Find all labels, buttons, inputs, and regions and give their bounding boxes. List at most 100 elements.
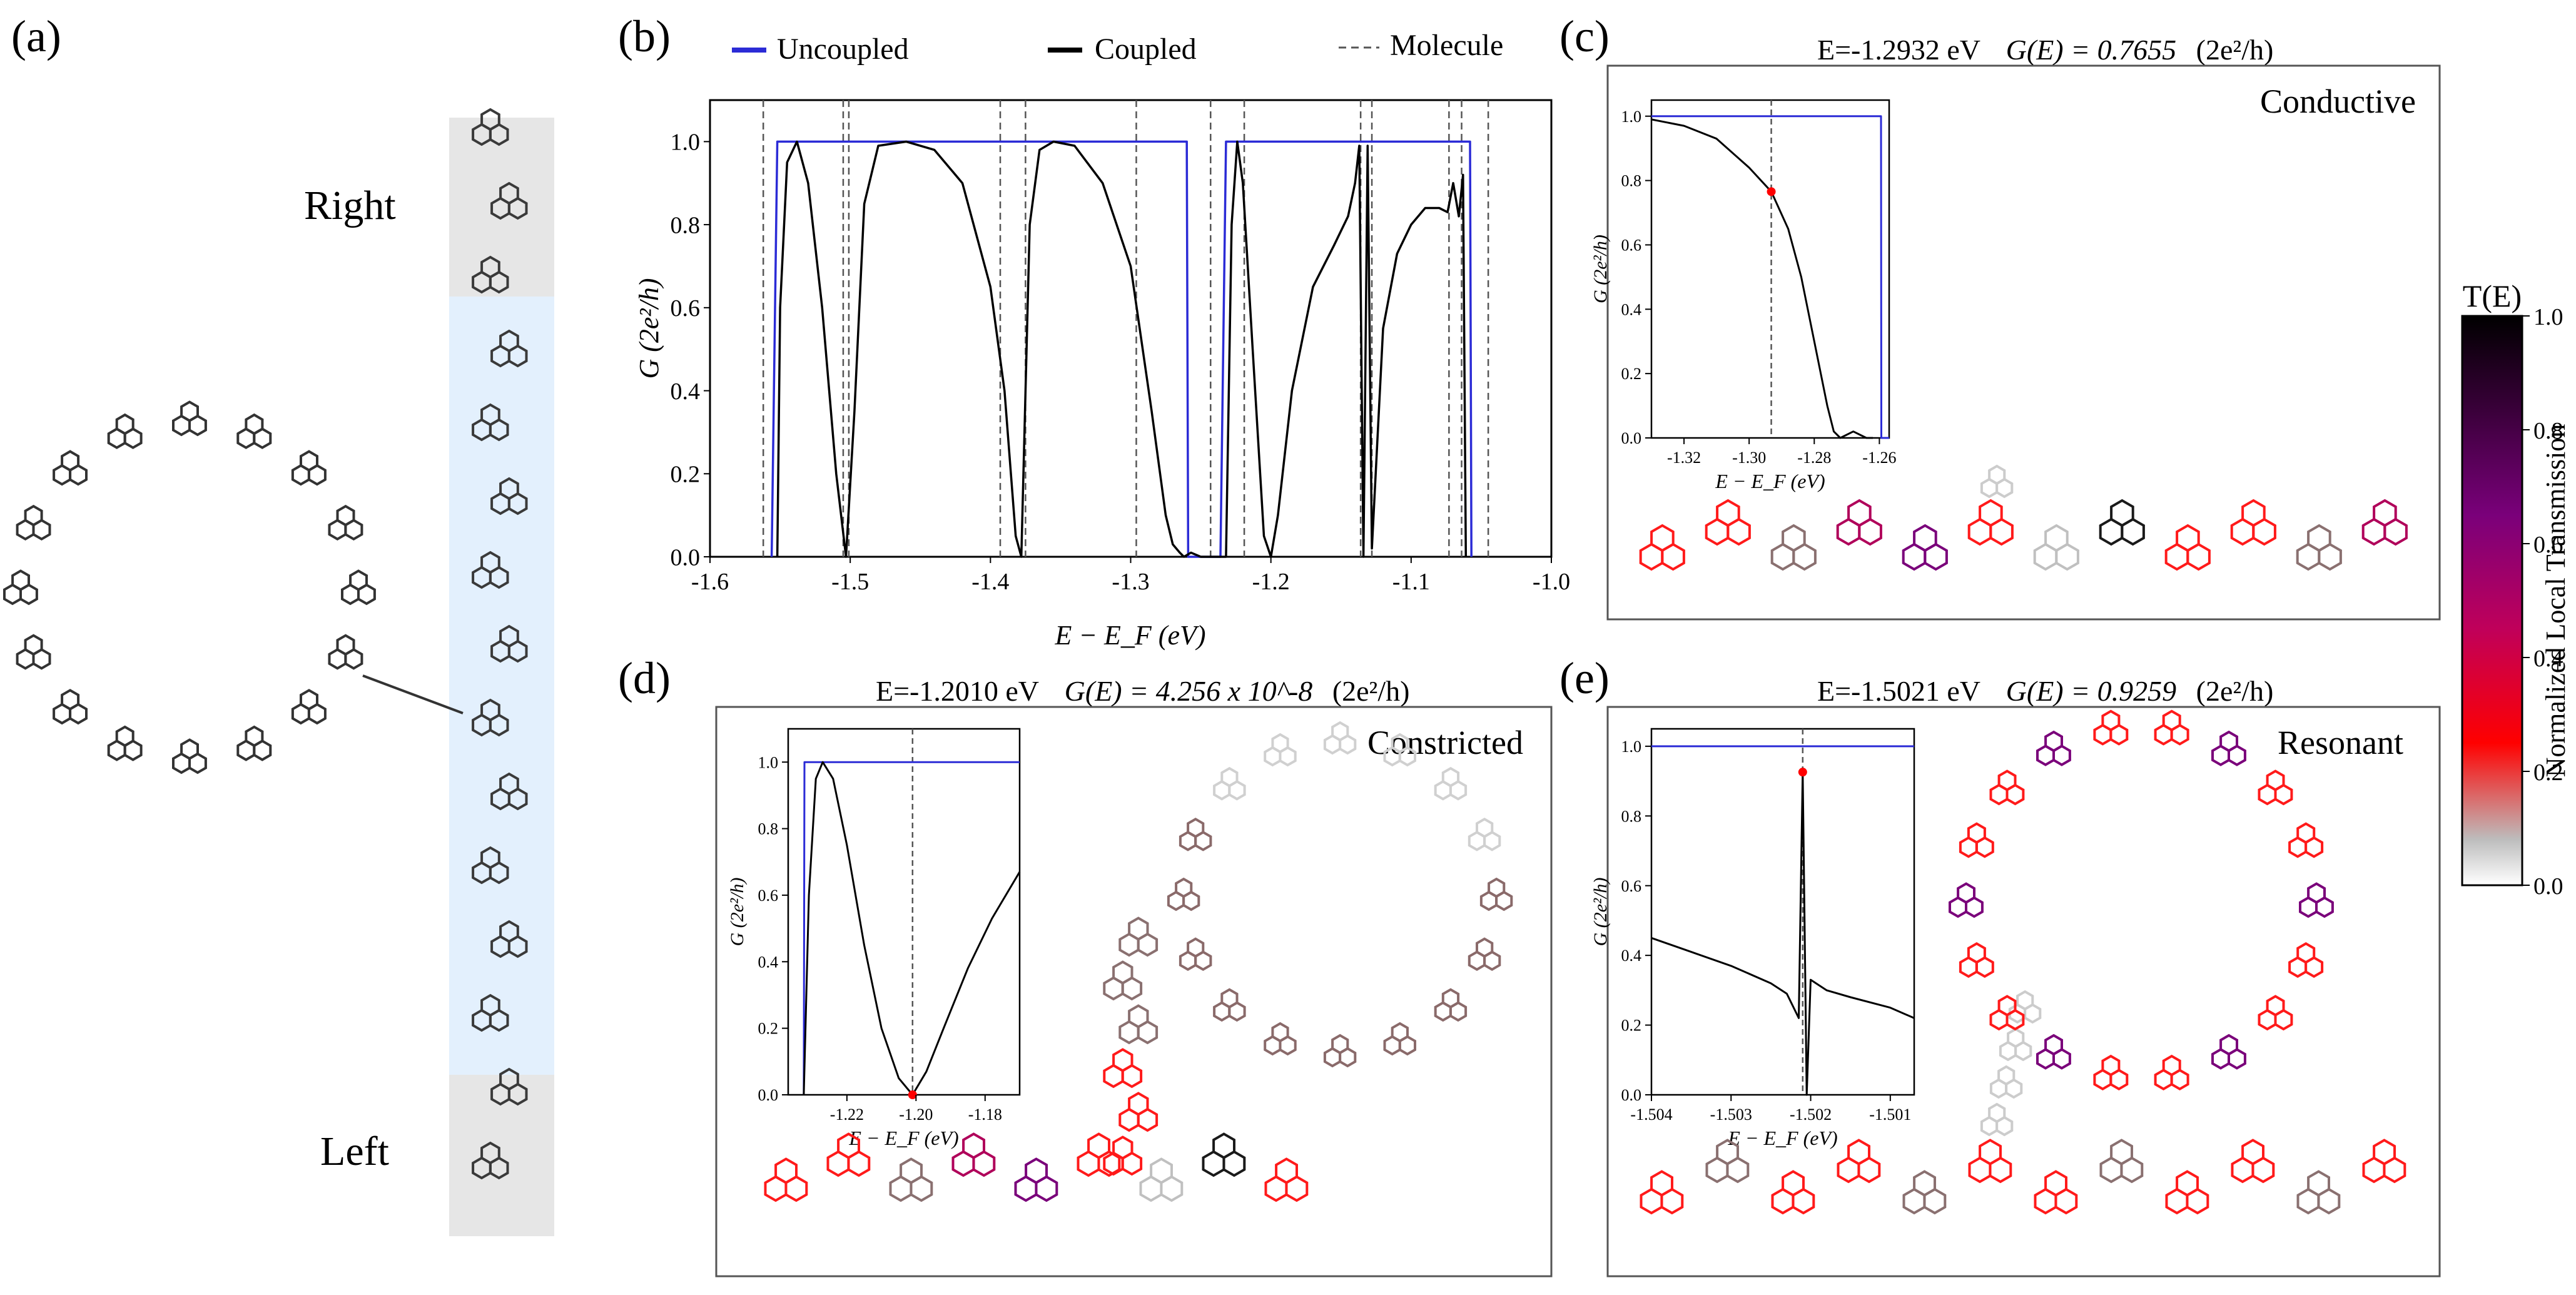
panel-d-g: G(E) = 4.256 x 10^-8 — [1065, 675, 1313, 707]
y-tick-label: 1.0 — [1621, 108, 1642, 126]
y-tick-label: 0.8 — [758, 820, 779, 838]
colorbar-title: T(E) — [2463, 278, 2522, 313]
y-tick-label: 0.8 — [1621, 807, 1642, 825]
panel-c-transmission-map — [1639, 464, 2408, 571]
inset-axes: -1.504 -1.503 -1.502 -1.501 0.0 0.2 0.4 0.6 0.8 1… — [1621, 738, 1912, 1124]
x-tick-label: -1.32 — [1667, 449, 1701, 467]
chain-unit — [499, 477, 519, 500]
colorbar-tick-label: 0.2 — [2533, 759, 2563, 786]
chain-unit — [1212, 1132, 1235, 1159]
x-tick-label: -1.502 — [1790, 1105, 1832, 1124]
panel-label-a: (a) — [11, 11, 61, 61]
panel-e-frame — [1606, 706, 2441, 1277]
y-axis-title: G (2e²/h) — [634, 278, 664, 378]
link-unit — [1112, 1135, 1133, 1160]
x-tick-label: -1.503 — [1710, 1105, 1752, 1124]
y-tick-label: 0.0 — [758, 1086, 779, 1104]
x-axis-title: E − E_F (eV) — [1054, 620, 1205, 651]
x-tick-label: -1.504 — [1630, 1105, 1672, 1124]
panel-c: E=-1.2932 eV G(E) = 0.7655 (2e²/h) Condu… — [1590, 34, 2441, 621]
link-unit — [1988, 1102, 2006, 1124]
lead-left-region — [449, 1075, 554, 1236]
ring-unit — [1997, 769, 2017, 791]
panel-d-units: (2e²/h) — [1332, 675, 1410, 707]
chain-unit — [2307, 524, 2331, 552]
link-unit — [1997, 1065, 2016, 1086]
ring-unit — [349, 569, 368, 591]
chain-unit — [2044, 524, 2069, 552]
chain-unit — [499, 920, 519, 943]
colorbar-tick-label: 0.8 — [2533, 418, 2563, 444]
ring-unit — [300, 689, 318, 711]
colorbar-tick-label: 1.0 — [2533, 304, 2563, 330]
chain-unit — [480, 698, 500, 722]
panel-c-energy: E=-1.2932 eV — [1817, 34, 1980, 66]
panel-e-g: G(E) = 0.9259 — [2006, 675, 2177, 707]
chain-unit — [2241, 499, 2266, 527]
chain-unit — [1913, 1170, 1936, 1197]
y-tick-label: 0.4 — [758, 953, 779, 971]
panel-label-d: (d) — [618, 653, 671, 703]
panel-d-transmission-map — [764, 721, 1513, 1202]
ring-unit — [1967, 942, 1986, 964]
y-tick-label: 0.2 — [758, 1020, 779, 1038]
ring-unit — [2307, 882, 2326, 904]
ring-unit — [180, 400, 199, 422]
ring-unit — [2266, 995, 2285, 1017]
y-tick-label: 1.0 — [671, 130, 701, 156]
panel-label-b: (b) — [618, 11, 671, 61]
chain-unit — [480, 551, 500, 574]
panel-a-structure: Right Left — [3, 108, 554, 1236]
ring-unit — [1957, 882, 1975, 904]
y-tick-label: 0.2 — [1621, 1017, 1642, 1035]
ring-unit — [2219, 730, 2238, 753]
chain-unit — [480, 108, 500, 131]
y-tick-label: 0.2 — [671, 462, 701, 488]
chain-unit — [1979, 499, 2003, 527]
energy-point — [1767, 187, 1776, 196]
panel-d: E=-1.2010 eV G(E) = 4.256 x 10^-8 (2e²/h… — [715, 675, 1553, 1277]
ring-unit — [2219, 1033, 2238, 1056]
y-tick-label: 0.4 — [1621, 300, 1642, 318]
series-line-coupled — [776, 140, 1468, 558]
ring-unit — [300, 450, 318, 472]
panel-e: E=-1.5021 eV G(E) = 0.9259 (2e²/h) Reson… — [1590, 675, 2441, 1277]
right-label: Right — [304, 183, 396, 228]
inset-series — [803, 729, 1021, 1099]
ring-unit — [11, 569, 30, 591]
inset-series — [1651, 100, 1889, 439]
y-tick-label: 0.4 — [671, 378, 701, 405]
y-tick-label: 0.6 — [671, 295, 701, 322]
y-tick-label: 1.0 — [758, 753, 779, 771]
chain-unit — [1716, 1139, 1739, 1166]
legend: Uncoupled Coupled Molecule — [732, 29, 1503, 66]
chain-unit — [2373, 1139, 2396, 1166]
x-tick-label: -1.501 — [1869, 1105, 1911, 1124]
chain-unit — [2373, 499, 2397, 527]
panel-d-inset: -1.22 -1.20 -1.18 0.0 0.2 0.4 0.6 0.8 1.0 E − E_F… — [727, 728, 1021, 1149]
x-tick-label: -1.18 — [968, 1105, 1002, 1124]
ring-unit — [1271, 733, 1289, 754]
chain-unit — [1650, 1170, 1673, 1197]
ring-unit — [61, 450, 80, 472]
y-tick-label: 0.0 — [1621, 429, 1642, 447]
ring-unit — [1476, 817, 1494, 838]
chain-unit — [480, 255, 500, 279]
chain-unit — [1782, 524, 1806, 552]
y-tick-label: 0.4 — [1621, 947, 1642, 965]
ring-unit — [2266, 769, 2285, 791]
ring-unit — [2162, 709, 2181, 732]
axes: -1.6 -1.5 -1.4 -1.3 -1.2 -1.1 -1.0 0.0 0.2 0.4 0.6… — [671, 130, 1571, 595]
ring-unit — [245, 413, 264, 435]
series-line-coupled — [1651, 118, 1873, 439]
x-tick-label: -1.4 — [971, 569, 1009, 595]
ring-unit — [1967, 822, 1986, 845]
y-tick-label: 1.0 — [1621, 738, 1642, 756]
colorbar-gradient — [2461, 315, 2523, 886]
chain-unit — [1650, 524, 1675, 552]
ring-unit — [2101, 1054, 2121, 1077]
ring-unit — [1441, 766, 1460, 788]
y-tick-label: 0.0 — [1621, 1086, 1642, 1104]
ring-unit — [1997, 995, 2017, 1017]
chain-unit — [2176, 524, 2200, 552]
